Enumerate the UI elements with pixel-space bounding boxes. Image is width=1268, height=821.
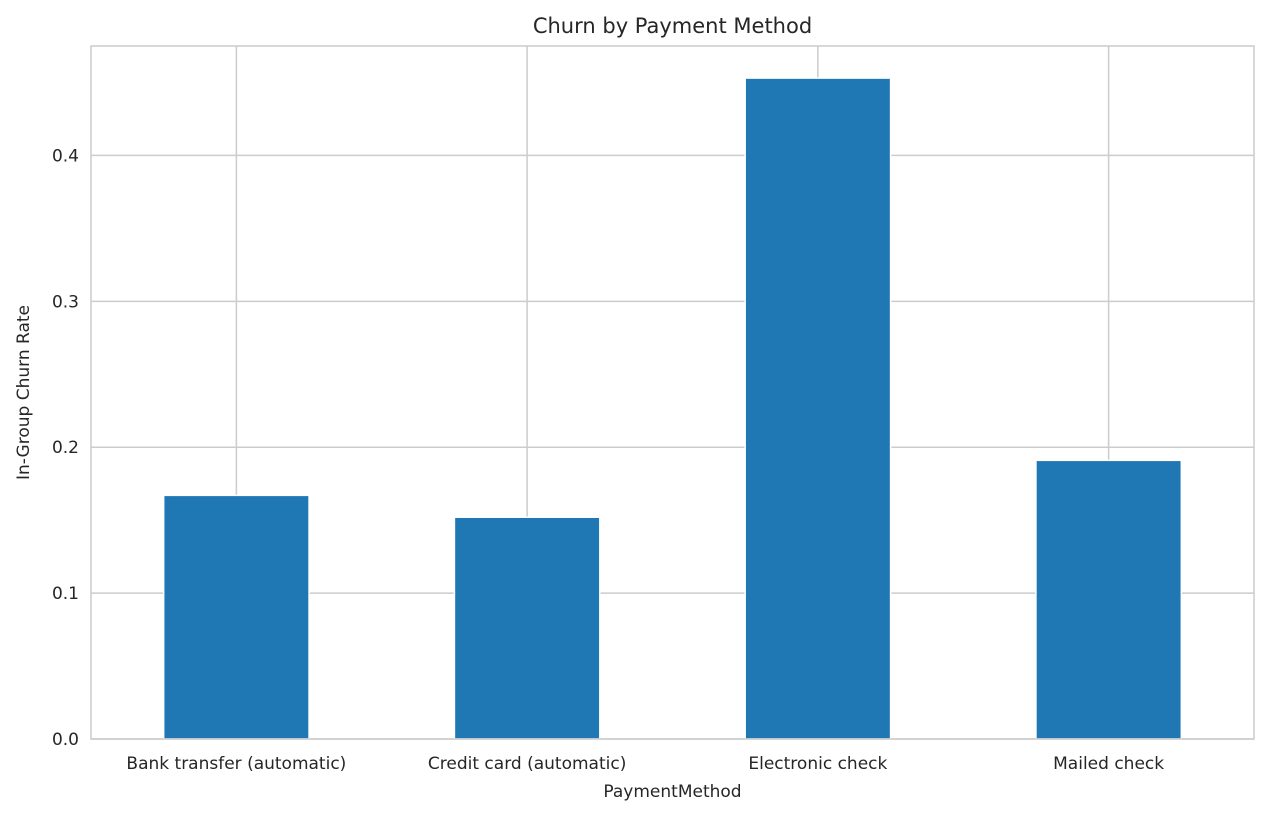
x-tick-labels: Bank transfer (automatic) Credit card (au… xyxy=(126,754,1164,774)
plot-frame xyxy=(90,45,1255,740)
y-tick-label: 0.2 xyxy=(52,438,79,458)
chart-title: Churn by Payment Method xyxy=(533,14,812,38)
bar-electronic-check xyxy=(744,77,892,740)
y-tick-label: 0.4 xyxy=(52,146,79,166)
x-tick-label: Electronic check xyxy=(748,754,887,774)
y-tick-labels: 0.0 0.1 0.2 0.3 0.4 xyxy=(52,146,79,750)
y-axis-label: In-Group Churn Rate xyxy=(14,305,34,480)
y-tick-label: 0.1 xyxy=(52,584,79,604)
x-axis-label: PaymentMethod xyxy=(603,782,741,802)
bar-mailed-check xyxy=(1035,459,1183,740)
bars-layer xyxy=(162,77,1183,740)
y-tick-label: 0.3 xyxy=(52,292,79,312)
x-tick-label: Credit card (automatic) xyxy=(428,754,626,774)
x-tick-label: Bank transfer (automatic) xyxy=(126,754,346,774)
bar-credit-card-automatic xyxy=(453,516,601,740)
bar-bank-transfer-automatic xyxy=(162,494,310,740)
x-tick-label: Mailed check xyxy=(1053,754,1164,774)
y-tick-label: 0.0 xyxy=(52,730,79,750)
